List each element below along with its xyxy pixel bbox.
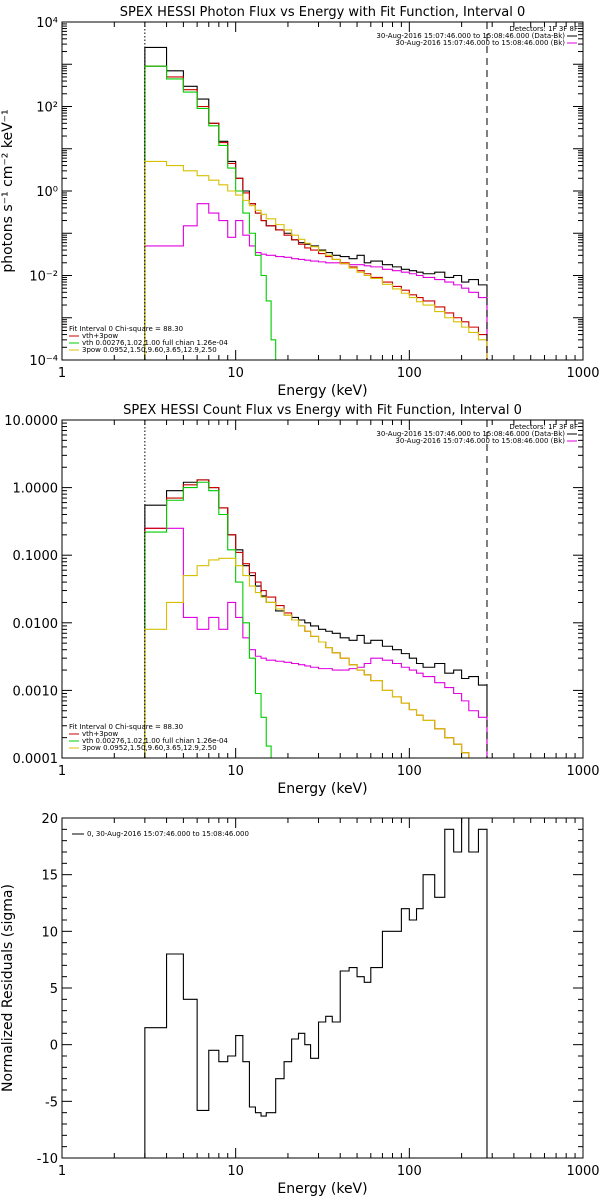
x-tick-label: 10 xyxy=(227,366,244,381)
y-tick-label: 0 xyxy=(50,1039,58,1054)
y-tick-label: 0.0001 xyxy=(13,752,59,767)
legend-bottom-entry: vth 0.00276,1.02,1.00 full chian 1.26e-0… xyxy=(82,737,228,745)
series-line-1 xyxy=(144,527,488,758)
x-tick-label: 1 xyxy=(58,764,66,779)
y-tick-label: 10⁰ xyxy=(36,185,58,200)
y-tick-label: 10⁻² xyxy=(29,270,58,285)
x-tick-label: 100 xyxy=(397,366,422,381)
chart-title: SPEX HESSI Count Flux vs Energy with Fit… xyxy=(123,403,522,418)
y-tick-label: 10 xyxy=(41,925,58,940)
x-tick-label: 1000 xyxy=(566,366,599,381)
legend-top-entry: 30-Aug-2016 15:07:46.000 to 15:08:46.000… xyxy=(395,39,565,47)
x-tick-label: 1000 xyxy=(566,764,599,779)
legend-bottom-entry: 3pow 0.0952,1.50,9.60,3.65,12.9,2.50 xyxy=(82,744,217,752)
legend-top-entry: 30-Aug-2016 15:07:46.000 to 15:08:46.000… xyxy=(376,32,565,40)
legend-top-entry: Detectors: 1F 3F 8F xyxy=(509,423,578,431)
y-tick-label: 0.1000 xyxy=(13,549,59,564)
plot-frame xyxy=(61,419,584,759)
series-line-4 xyxy=(144,557,487,758)
y-tick-label: 0.0010 xyxy=(13,684,59,699)
legend-bottom-entry: vth 0.00276,1.02,1.00 full chian 1.26e-0… xyxy=(82,339,228,347)
x-tick-label: 100 xyxy=(397,1164,422,1179)
series-group xyxy=(144,46,488,360)
series-line-2 xyxy=(144,479,487,758)
x-tick-label: 10 xyxy=(227,764,244,779)
chart-panel-1: 1 10 100 1000 0.0001 0.0010 0.0100 0.1000 1.0000… xyxy=(4,403,599,797)
series-line-4 xyxy=(144,160,488,360)
legend-bottom-entry: 3pow 0.0952,1.50,9.60,3.65,12.9,2.50 xyxy=(82,346,217,354)
x-tick-label: 100 xyxy=(397,764,422,779)
series-line-0 xyxy=(144,46,488,360)
chart-title: SPEX HESSI Photon Flux vs Energy with Fi… xyxy=(120,5,526,20)
y-tick-label: 10⁻⁴ xyxy=(29,354,58,369)
x-axis-label: Energy (keV) xyxy=(277,383,367,399)
legend-top-entry: 30-Aug-2016 15:07:46.000 to 15:08:46.000… xyxy=(376,430,565,438)
legend-bottom-entry: vth+3pow xyxy=(82,730,118,738)
y-tick-label: 10² xyxy=(36,101,58,116)
y-tick-label: 10⁴ xyxy=(36,16,58,31)
x-axis-label: Energy (keV) xyxy=(277,1181,367,1197)
y-tick-label: 10.0000 xyxy=(4,414,58,429)
y-tick-label: 5 xyxy=(50,982,58,997)
x-tick-label: 1 xyxy=(58,366,66,381)
series-line-3 xyxy=(144,481,272,758)
y-tick-label: 1.0000 xyxy=(13,482,59,497)
legend-top-entry: 30-Aug-2016 15:07:46.000 to 15:08:46.000… xyxy=(395,437,565,445)
legend-top-entry: Detectors: 1F 3F 8F xyxy=(509,25,578,33)
series-line-2 xyxy=(144,65,488,360)
x-axis-label: Energy (keV) xyxy=(277,781,367,797)
series-line-3 xyxy=(144,65,277,360)
series-line-1 xyxy=(144,203,488,360)
chart-panel-0: 1 10 100 1000 10⁻⁴ 10⁻² 10⁰ 10² 10⁴ SPEX HESSI Ph… xyxy=(0,5,600,399)
plot-frame xyxy=(61,817,584,1159)
x-tick-label: 10 xyxy=(227,1164,244,1179)
legend-bottom-entry: Fit Interval 0 Chi-square = 88.30 xyxy=(69,723,183,731)
plot-frame xyxy=(61,21,584,361)
chart-panel-2: 1 10 100 1000 -10 -5 0 5 10 15 20 Energy (keV) Norma… xyxy=(0,812,600,1197)
y-tick-label: -10 xyxy=(37,1152,58,1167)
series-line-0 xyxy=(144,479,488,758)
series-group xyxy=(144,479,488,758)
legend-bottom-entry: vth+3pow xyxy=(82,332,118,340)
y-tick-label: 20 xyxy=(41,812,58,827)
y-axis-label: Normalized Residuals (sigma) xyxy=(0,884,16,1092)
legend-entry: 0, 30-Aug-2016 15:07:46.000 to 15:08:46.… xyxy=(87,830,249,838)
y-tick-label: -5 xyxy=(45,1095,58,1110)
series-group xyxy=(144,818,488,1158)
y-tick-label: 15 xyxy=(41,869,58,884)
x-tick-label: 1 xyxy=(58,1164,66,1179)
x-tick-label: 1000 xyxy=(566,1164,599,1179)
legend-bottom-entry: Fit Interval 0 Chi-square = 88.30 xyxy=(69,325,183,333)
y-axis-label: photons s⁻¹ cm⁻² keV⁻¹ xyxy=(0,109,16,272)
series-line-0 xyxy=(144,818,488,1158)
y-tick-label: 0.0100 xyxy=(13,617,59,632)
